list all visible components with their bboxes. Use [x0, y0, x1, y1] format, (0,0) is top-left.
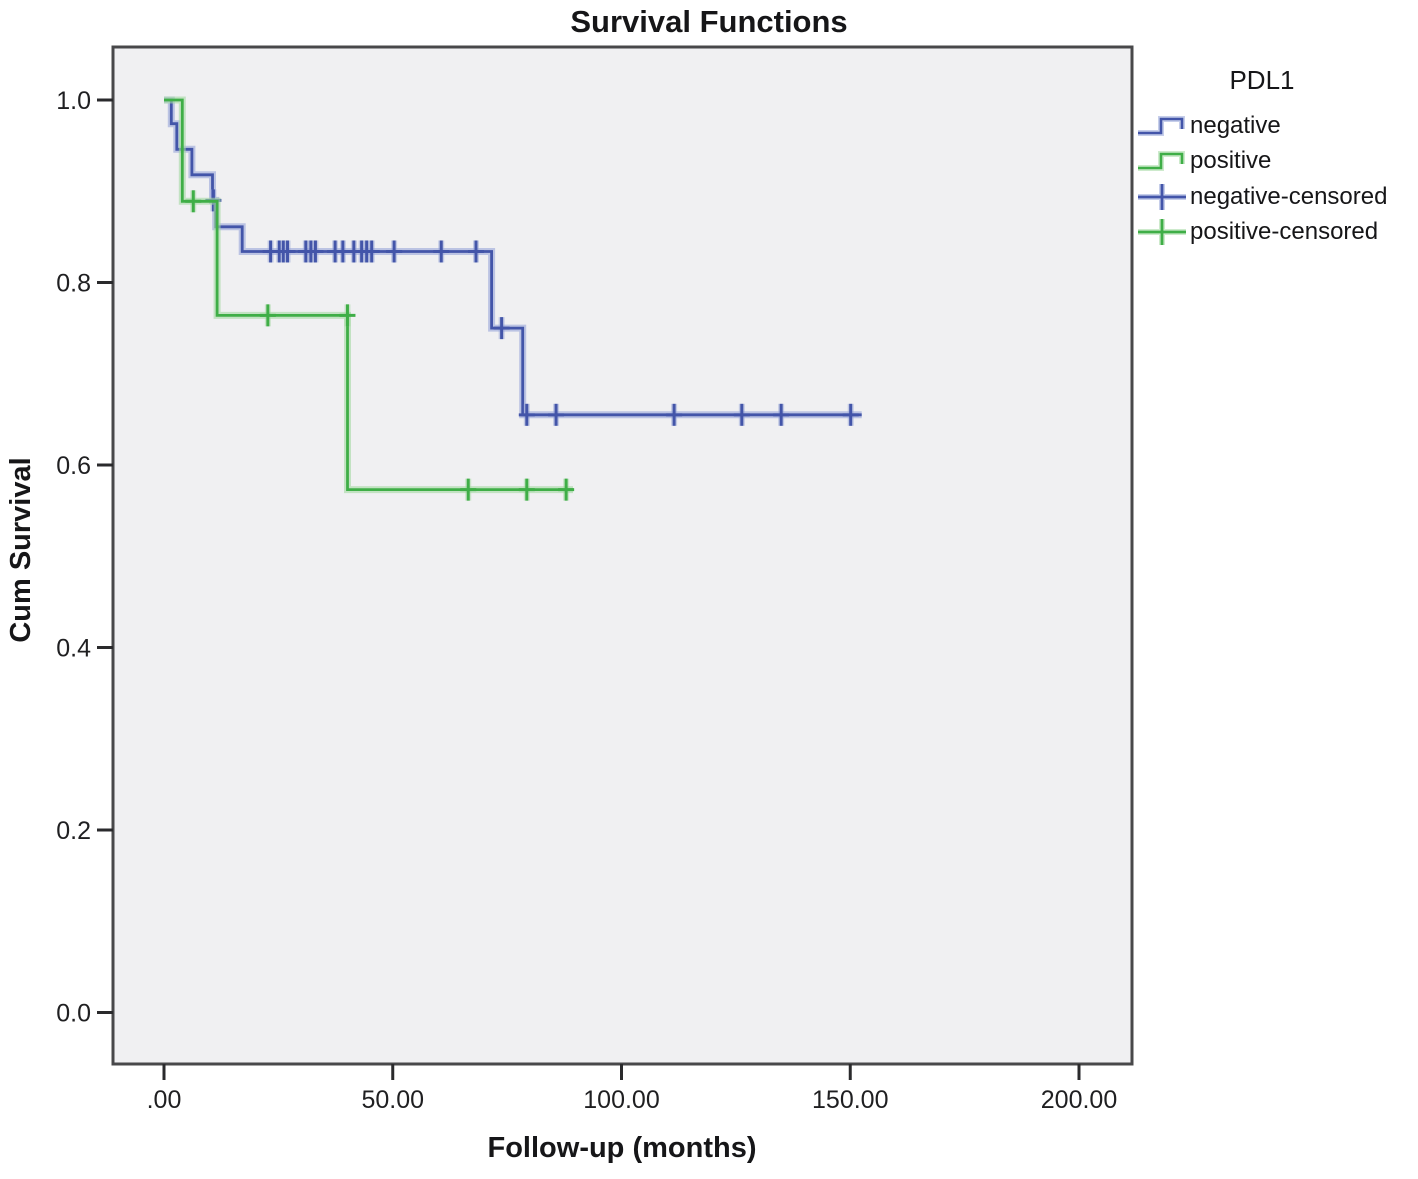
legend-item-negative-censored: negative-censored: [1136, 179, 1418, 215]
negative-censored-mark: [493, 317, 510, 340]
negative-censored-mark: [842, 403, 859, 426]
legend-item-positive-censored: positive-censored: [1136, 215, 1418, 251]
negative-censored-mark: [307, 240, 324, 263]
positive-line-symbol: [1138, 151, 1185, 172]
negative-censored-mark: [279, 240, 296, 263]
negative-censored-mark: [548, 403, 565, 426]
y-axis-tick-label: 0.2: [56, 817, 91, 845]
negative-censored-mark: [363, 240, 380, 263]
x-axis-tick-label: .00: [147, 1086, 182, 1114]
x-axis-tick-label: 100.00: [583, 1086, 659, 1114]
legend-item-label: negative-censored: [1190, 182, 1388, 210]
x-axis-tick-label: 150.00: [812, 1086, 888, 1114]
legend: PDL1 negative positive negative-censored: [1136, 60, 1418, 250]
negative-censored-mark: [773, 403, 790, 426]
positive-censored-mark: [339, 304, 356, 327]
negative-censored-mark: [386, 240, 403, 263]
y-axis-title: Cum Survival: [5, 457, 37, 643]
legend-item-label: positive-censored: [1190, 218, 1379, 246]
negative-line-symbol: [1138, 115, 1185, 136]
legend-title: PDL1: [1229, 65, 1295, 95]
positive-censored-mark: [518, 478, 535, 501]
chart-panel: [111, 45, 1134, 1066]
chart-title: Survival Functions: [570, 4, 848, 39]
y-axis-tick-label: 0.6: [56, 452, 91, 480]
negative-censored-mark: [733, 403, 750, 426]
legend-item-positive: positive: [1136, 144, 1418, 180]
y-axis-tick-label: 0.0: [56, 1000, 91, 1028]
x-axis-tick-label: 200.00: [1041, 1086, 1117, 1114]
positive-censored-mark: [460, 478, 477, 501]
positive-censored-mark: [558, 478, 575, 501]
negative-censored-mark: [666, 403, 683, 426]
x-axis-title: Follow-up (months): [487, 1132, 757, 1164]
legend-item-label: negative: [1190, 111, 1281, 139]
positive-censored-mark: [185, 190, 202, 213]
y-axis-tick-label: 0.4: [56, 635, 91, 663]
positive-censored-mark: [259, 304, 276, 327]
legend-item-negative: negative: [1136, 108, 1418, 144]
negative-censored-mark: [468, 240, 485, 263]
series-positive: [164, 96, 575, 501]
positive-censored-symbol: [1138, 219, 1186, 246]
legend-item-label: positive: [1190, 147, 1272, 175]
negative-censored-symbol: [1138, 183, 1186, 210]
negative-censored-mark: [518, 403, 535, 426]
y-axis-tick-label: 1.0: [56, 87, 91, 115]
positive-curve: [164, 98, 573, 491]
y-axis-tick-label: 0.8: [56, 270, 91, 298]
negative-censored-mark: [433, 240, 450, 263]
x-axis-tick-label: 50.00: [361, 1086, 424, 1114]
